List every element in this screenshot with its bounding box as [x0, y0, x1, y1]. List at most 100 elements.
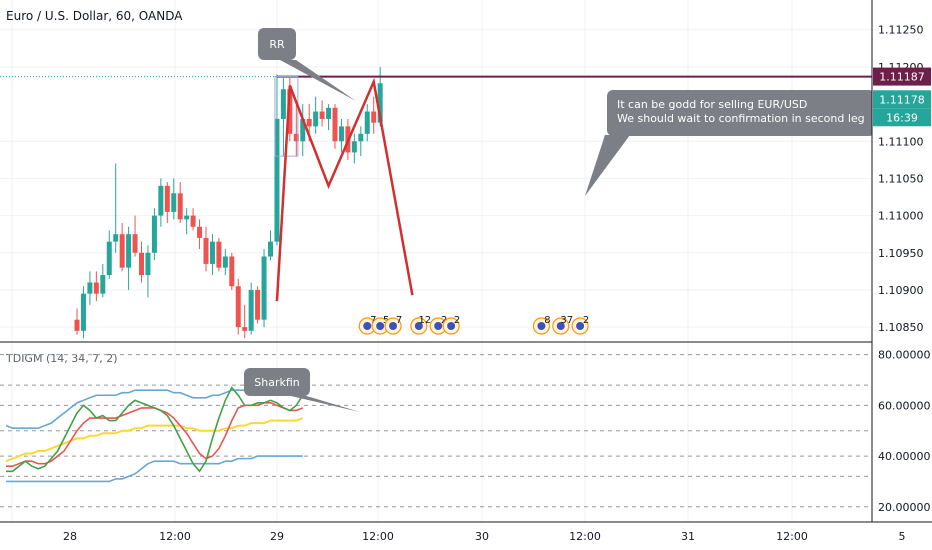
candle-body — [351, 141, 357, 153]
event-flag-icon — [434, 322, 443, 330]
time-axis-settings[interactable]: 5 — [899, 530, 906, 543]
candle-body — [209, 241, 215, 264]
candle-body — [319, 111, 325, 119]
price-tick-label: 1.11250 — [878, 24, 924, 37]
candle-body — [139, 252, 144, 276]
time-axis[interactable]: 28 12:00 29 12:00 30 12:00 31 12:00 5 — [0, 521, 932, 550]
candle-body — [151, 215, 157, 253]
candle-body — [171, 193, 177, 212]
candle-body — [197, 226, 203, 238]
event-count: 12 — [418, 315, 431, 326]
price-axis[interactable]: 1.112501.112001.111001.110501.110001.109… — [871, 0, 932, 522]
time-tick-label: 12:00 — [569, 530, 601, 543]
price-tick-label: 1.10850 — [878, 321, 924, 334]
event-flag-icon — [376, 322, 385, 330]
candle-body — [338, 126, 344, 142]
price-tick-label: 1.11100 — [878, 135, 924, 148]
event-count: 5 — [383, 315, 389, 326]
event-count: 2 — [441, 315, 447, 326]
candle-body — [242, 327, 248, 331]
price-axis-bg — [872, 0, 932, 522]
pattern-line — [275, 77, 414, 302]
candle-body — [184, 215, 190, 220]
note-callout[interactable]: It can be godd for selling EUR/USD We sh… — [585, 90, 875, 196]
countdown-label: 16:39 — [886, 111, 918, 124]
candle-body — [358, 133, 364, 142]
candle-body — [80, 293, 86, 331]
event-flag-icon — [389, 322, 398, 330]
candle-body — [326, 107, 332, 119]
sharkfin-callout[interactable]: Sharkfin — [244, 368, 360, 412]
sharkfin-callout-box — [244, 368, 310, 396]
time-tick-label: 12:00 — [776, 530, 808, 543]
rr-callout-box — [258, 28, 296, 60]
indicator-lines — [5, 381, 304, 483]
indicator-title: TDIGM (14, 34, 7, 2) — [5, 352, 118, 365]
time-axis-ticks: 28 12:00 29 12:00 30 12:00 31 12:00 — [63, 530, 808, 543]
event-flag-icon — [576, 322, 585, 330]
event-count: 2 — [454, 315, 460, 326]
candle-body — [248, 289, 254, 331]
event-flag-icon — [447, 322, 456, 330]
indicator-series-line — [5, 417, 304, 463]
price-pane[interactable]: Euro / U.S. Dollar, 60, OANDA 7 5 7 12 2 2 8 37… — [0, 9, 875, 339]
note-line-1: It can be godd for selling EUR/USD — [617, 98, 807, 111]
candle-body — [268, 241, 273, 257]
candle-body — [280, 89, 286, 119]
candle-body — [106, 241, 112, 276]
candle-body — [229, 256, 235, 287]
candle-body — [300, 118, 306, 142]
indicator-tick-label: 20.00000 — [878, 501, 931, 514]
event-flag-icon — [537, 322, 546, 330]
price-tick-label: 1.10950 — [878, 247, 924, 260]
candle-body — [190, 215, 196, 227]
candle-body — [332, 107, 338, 142]
time-tick-label: 28 — [63, 530, 77, 543]
indicator-pane[interactable]: TDIGM (14, 34, 7, 2) Sharkfin — [0, 352, 872, 508]
candle-body — [364, 111, 370, 134]
candle-body — [177, 193, 183, 220]
price-chart-title: Euro / U.S. Dollar, 60, OANDA — [6, 9, 183, 23]
note-callout-box — [607, 90, 875, 136]
event-flag-icon — [363, 322, 372, 330]
candle-body — [255, 289, 261, 320]
indicator-tick-label: 60.00000 — [878, 399, 931, 412]
countdown-badge — [873, 108, 931, 127]
note-line-2: We should wait to confirmation in second… — [617, 112, 865, 125]
price-tick-label: 1.10900 — [878, 284, 924, 297]
event-flag-icon — [556, 322, 565, 330]
rr-callout[interactable]: RR — [258, 28, 356, 101]
candle-body — [126, 234, 132, 268]
price-axis-ticks: 1.112501.112001.111001.110501.110001.109… — [878, 24, 924, 334]
candle-body — [93, 282, 99, 294]
event-count: 37 — [560, 315, 573, 326]
price-badge-label: 1.11178 — [879, 93, 925, 106]
candle-body — [145, 252, 151, 276]
indicator-axis-ticks: 80.00000 60.00000 40.00000 20.00000 — [878, 349, 931, 514]
price-tick-label: 1.11000 — [878, 210, 924, 223]
event-count: 2 — [583, 315, 589, 326]
indicator-series-line — [6, 455, 303, 483]
candle-body — [313, 111, 319, 127]
candle-body — [113, 234, 119, 242]
candle-body — [377, 83, 383, 123]
candle-body — [132, 234, 138, 253]
price-badge — [873, 90, 931, 109]
time-tick-label: 12:00 — [159, 530, 191, 543]
event-count: 7 — [370, 315, 376, 326]
candle-body — [74, 319, 80, 331]
time-tick-label: 31 — [681, 530, 695, 543]
note-callout-pointer — [585, 135, 630, 196]
candle-body — [203, 237, 209, 264]
candle-body — [222, 256, 228, 268]
economic-events[interactable]: 7 5 7 12 2 2 8 37 2 — [358, 315, 589, 335]
candlestick-series — [74, 66, 383, 339]
candle-body — [100, 275, 106, 294]
time-tick-label: 12:00 — [362, 530, 394, 543]
time-tick-label: 29 — [270, 530, 284, 543]
price-badge — [873, 67, 931, 86]
indicator-tick-label: 40.00000 — [878, 450, 931, 463]
drawings[interactable] — [0, 75, 872, 302]
price-grid — [0, 29, 872, 328]
